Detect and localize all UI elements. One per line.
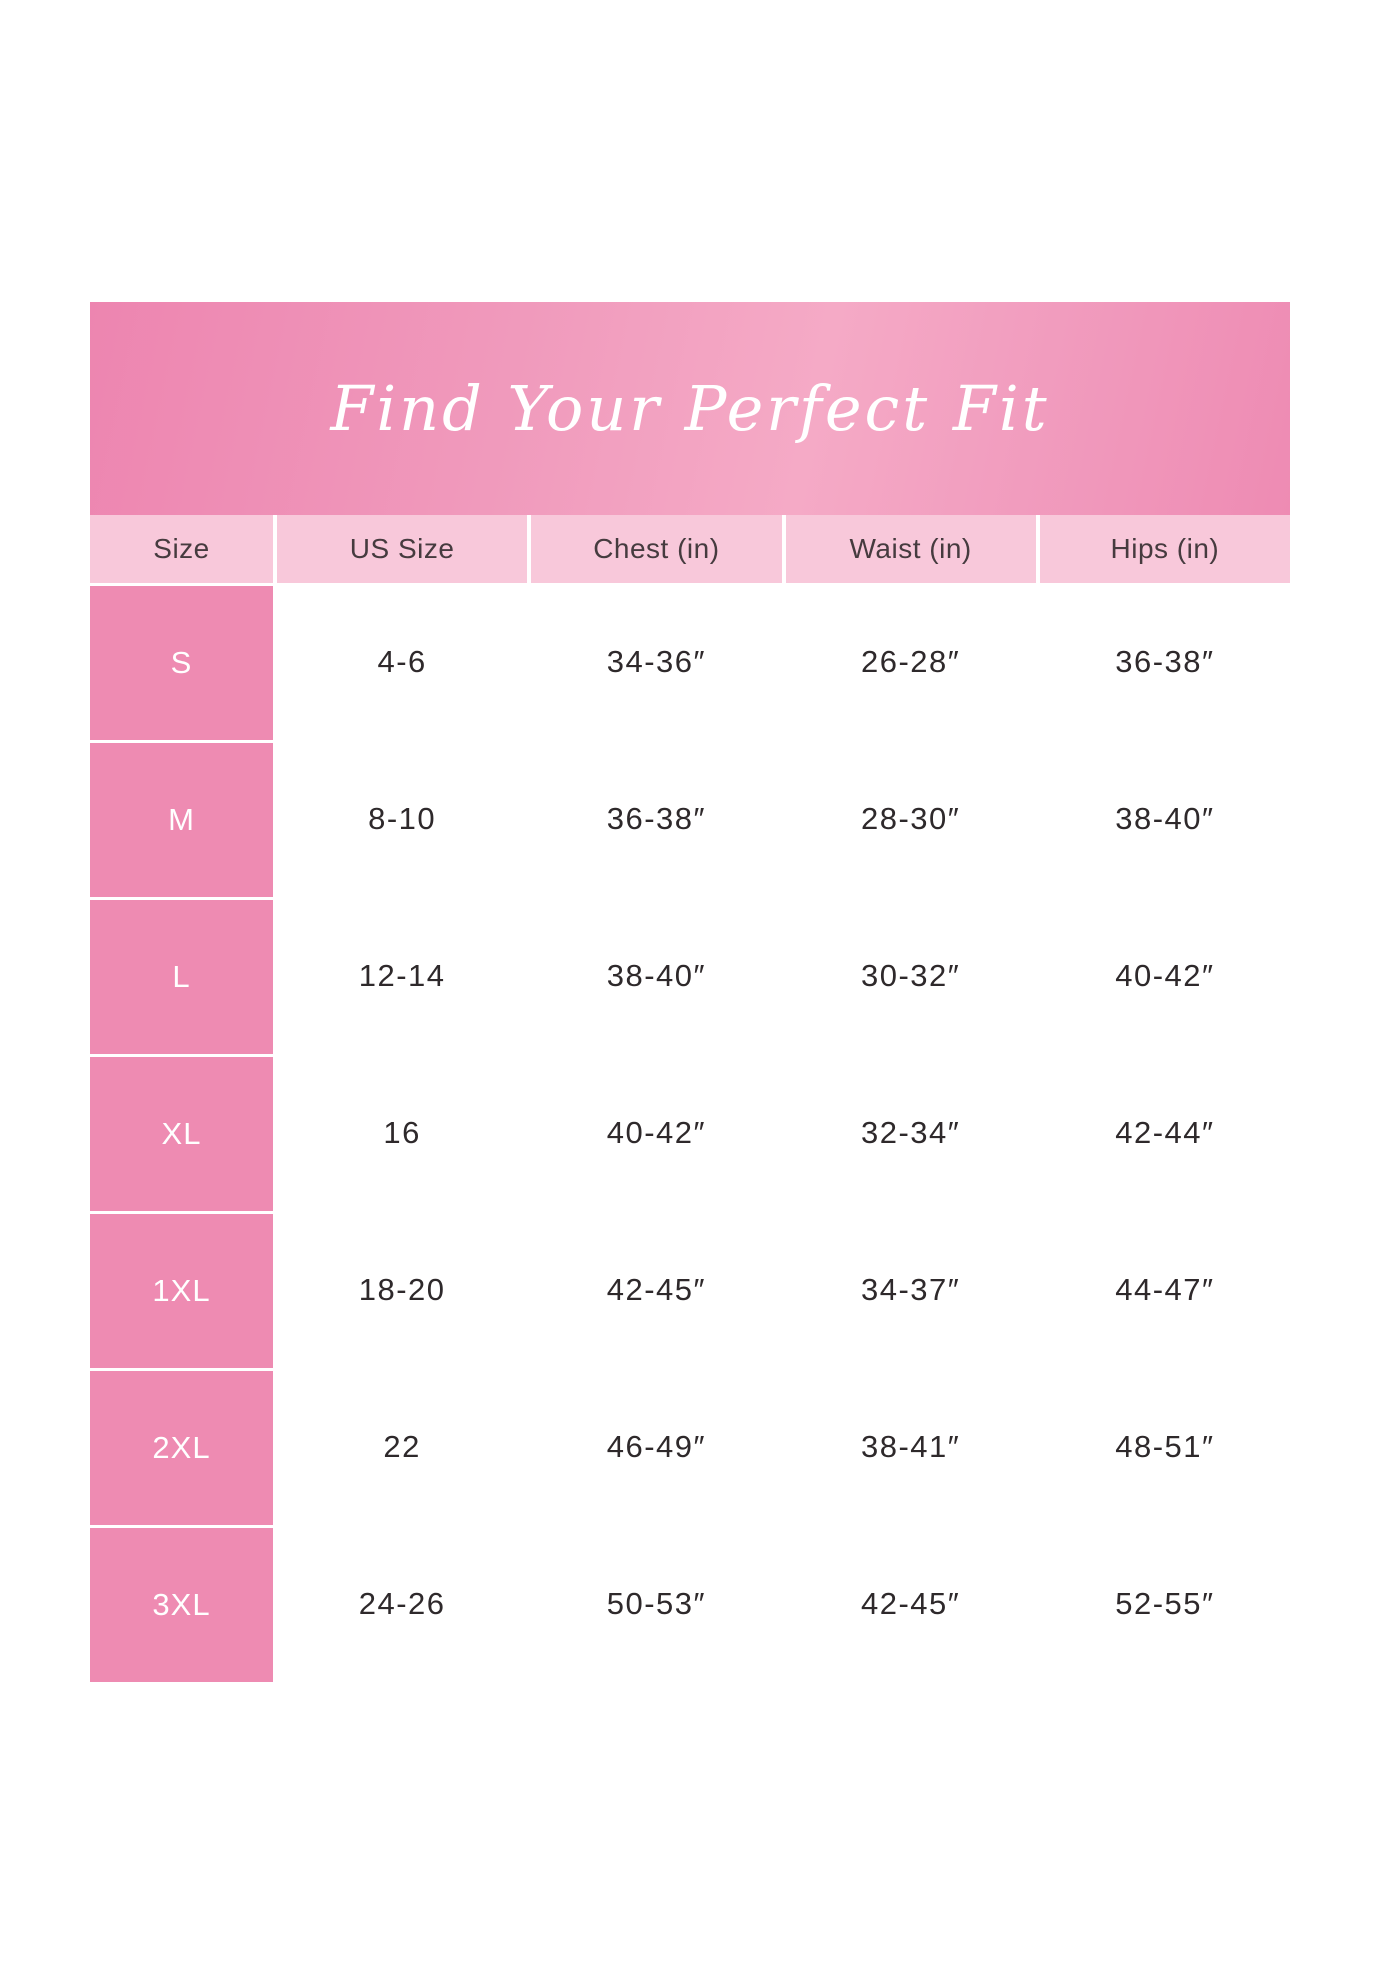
- us-size-cell: 12-14: [277, 897, 528, 1054]
- size-label-cell: M: [90, 740, 273, 897]
- hips-cell: 48-51″: [1039, 1368, 1290, 1525]
- us-size-cell: 18-20: [277, 1211, 528, 1368]
- table-row-3xl: 3XL 24-26 50-53″ 42-45″ 52-55″: [90, 1525, 1290, 1682]
- column-header-chest: Chest (in): [531, 515, 782, 583]
- waist-cell: 28-30″: [785, 740, 1036, 897]
- chest-cell: 50-53″: [531, 1525, 782, 1682]
- hips-cell: 52-55″: [1039, 1525, 1290, 1682]
- chest-cell: 42-45″: [531, 1211, 782, 1368]
- size-label-cell: XL: [90, 1054, 273, 1211]
- us-size-cell: 22: [277, 1368, 528, 1525]
- table-row-2xl: 2XL 22 46-49″ 38-41″ 48-51″: [90, 1368, 1290, 1525]
- hips-cell: 42-44″: [1039, 1054, 1290, 1211]
- size-label-cell: 3XL: [90, 1525, 273, 1682]
- column-header-row: Size US Size Chest (in) Waist (in) Hips …: [90, 515, 1290, 583]
- us-size-cell: 8-10: [277, 740, 528, 897]
- hips-cell: 36-38″: [1039, 583, 1290, 740]
- hips-cell: 38-40″: [1039, 740, 1290, 897]
- chart-title: Find Your Perfect Fit: [330, 372, 1050, 445]
- size-label-cell: 1XL: [90, 1211, 273, 1368]
- size-label-cell: S: [90, 583, 273, 740]
- waist-cell: 34-37″: [785, 1211, 1036, 1368]
- chest-cell: 38-40″: [531, 897, 782, 1054]
- table-row-m: M 8-10 36-38″ 28-30″ 38-40″: [90, 740, 1290, 897]
- chest-cell: 36-38″: [531, 740, 782, 897]
- chest-cell: 46-49″: [531, 1368, 782, 1525]
- chest-cell: 40-42″: [531, 1054, 782, 1211]
- us-size-cell: 4-6: [277, 583, 528, 740]
- waist-cell: 30-32″: [785, 897, 1036, 1054]
- waist-cell: 42-45″: [785, 1525, 1036, 1682]
- size-chart: Find Your Perfect Fit Size US Size Chest…: [90, 302, 1290, 1682]
- waist-cell: 32-34″: [785, 1054, 1036, 1211]
- table-row-xl: XL 16 40-42″ 32-34″ 42-44″: [90, 1054, 1290, 1211]
- waist-cell: 26-28″: [785, 583, 1036, 740]
- table-row-s: S 4-6 34-36″ 26-28″ 36-38″: [90, 583, 1290, 740]
- size-label-cell: 2XL: [90, 1368, 273, 1525]
- table-row-1xl: 1XL 18-20 42-45″ 34-37″ 44-47″: [90, 1211, 1290, 1368]
- column-header-us-size: US Size: [277, 515, 528, 583]
- hips-cell: 40-42″: [1039, 897, 1290, 1054]
- title-banner: Find Your Perfect Fit: [90, 302, 1290, 515]
- column-header-waist: Waist (in): [785, 515, 1036, 583]
- column-header-size: Size: [90, 515, 273, 583]
- size-label-cell: L: [90, 897, 273, 1054]
- hips-cell: 44-47″: [1039, 1211, 1290, 1368]
- us-size-cell: 24-26: [277, 1525, 528, 1682]
- table-row-l: L 12-14 38-40″ 30-32″ 40-42″: [90, 897, 1290, 1054]
- chest-cell: 34-36″: [531, 583, 782, 740]
- column-header-hips: Hips (in): [1039, 515, 1290, 583]
- us-size-cell: 16: [277, 1054, 528, 1211]
- waist-cell: 38-41″: [785, 1368, 1036, 1525]
